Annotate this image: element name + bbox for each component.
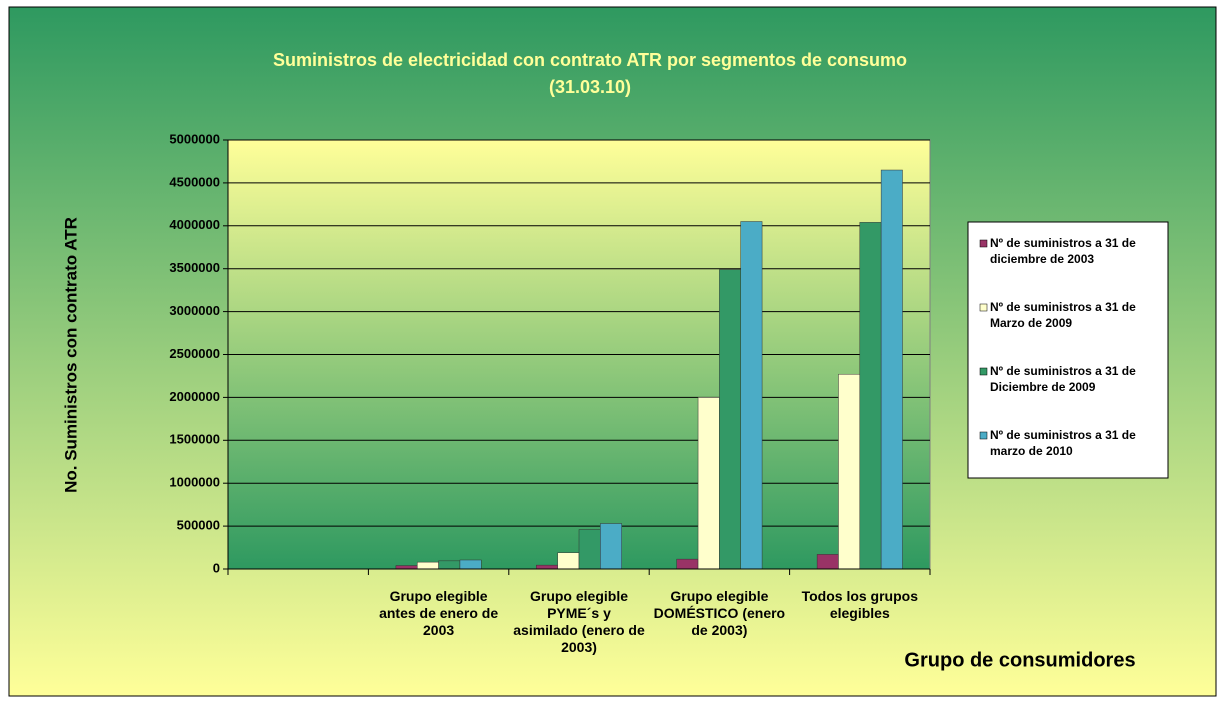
- legend: [967, 221, 1169, 479]
- bar: [536, 564, 558, 570]
- chart-title: Suministros de electricidad con contrato…: [273, 50, 907, 70]
- x-tick-label: Grupo elegible DOMÉSTICO (enero de 2003): [654, 588, 785, 638]
- legend-label: Nº de suministros a 31 de diciembre de 20…: [990, 236, 1136, 266]
- y-tick-label: 1000000: [169, 475, 220, 490]
- bar: [676, 558, 699, 570]
- bar: [697, 397, 720, 570]
- bar: [600, 523, 622, 570]
- bar: [578, 529, 601, 570]
- bar: [417, 561, 439, 570]
- bar: [719, 269, 741, 570]
- x-tick-label: Grupo elegible antes de enero de 2003: [379, 588, 498, 638]
- x-axis-title: Grupo de consumidores: [904, 649, 1135, 671]
- y-tick-label: 4000000: [169, 217, 220, 232]
- y-tick-label: 4500000: [169, 174, 220, 189]
- y-tick-label: 1500000: [169, 432, 220, 447]
- legend-marker: [979, 367, 988, 376]
- bar: [859, 222, 882, 570]
- y-tick-label: 5000000: [169, 131, 220, 146]
- y-tick-label: 2500000: [169, 346, 220, 361]
- legend-marker: [979, 239, 988, 248]
- y-tick-label: 3500000: [169, 260, 220, 275]
- bar: [816, 554, 839, 570]
- legend-marker: [979, 431, 988, 440]
- legend-marker: [979, 303, 988, 312]
- bar: [880, 169, 903, 570]
- bar: [395, 565, 418, 570]
- bar: [557, 552, 580, 570]
- legend-label: Nº de suministros a 31 de Marzo de 2009: [990, 300, 1136, 330]
- chart-title: (31.03.10): [549, 77, 631, 97]
- y-tick-label: 0: [213, 560, 220, 575]
- y-tick-label: 3000000: [169, 303, 220, 318]
- y-tick-label: 500000: [177, 518, 220, 533]
- legend-label: Nº de suministros a 31 de marzo de 2010: [990, 428, 1136, 458]
- bar: [740, 221, 763, 570]
- bar: [438, 560, 461, 570]
- x-tick-label: Todos los grupos elegibles: [802, 588, 919, 621]
- y-tick-label: 2000000: [169, 389, 220, 404]
- bar: [838, 373, 861, 570]
- y-axis-title: No. Suministros con contrato ATR: [61, 217, 80, 493]
- legend-label: Nº de suministros a 31 de Diciembre de 20…: [990, 364, 1136, 394]
- bar: [459, 559, 482, 570]
- x-tick-label: Grupo elegible PYME´s y asimilado (enero d…: [513, 588, 645, 655]
